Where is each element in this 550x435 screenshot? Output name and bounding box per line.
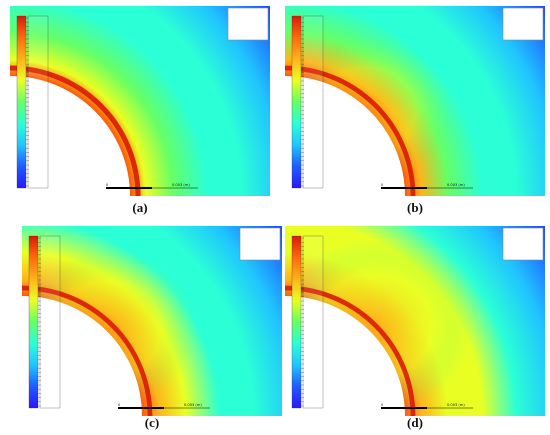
contour-panel-c: 0 0.003 (m)	[22, 226, 282, 416]
panel-caption-c: (c)	[144, 415, 160, 430]
domain-cutout	[22, 296, 142, 416]
legend-colorbar	[16, 15, 27, 189]
scale-bar-origin-label: 0	[381, 403, 384, 407]
contour-panel-d: 0 0.003 (m)	[285, 226, 545, 416]
contour-plot-d: 0 0.003 (m)	[285, 226, 545, 416]
panel-caption-a: (a)	[132, 200, 148, 215]
boundary-band	[285, 285, 416, 416]
domain-cutout	[285, 76, 405, 196]
contour-panel-a: 0 0.003 (m)	[10, 6, 270, 196]
panel-caption-d: (d)	[407, 415, 423, 430]
inset-box	[227, 7, 269, 41]
inset-box	[239, 227, 281, 261]
panel-caption-b: (b)	[407, 200, 423, 215]
contour-plot-b: 0 0.003 (m)	[285, 6, 545, 196]
domain-cutout	[285, 296, 405, 416]
domain-cutout	[10, 76, 130, 196]
scale-bar-length-label: 0.003 (m)	[184, 403, 202, 407]
scale-bar-length-label: 0.003 (m)	[447, 183, 465, 187]
legend-label-column	[27, 15, 49, 189]
inset-box	[502, 7, 544, 41]
legend-colorbar	[291, 15, 302, 189]
legend-colorbar	[291, 235, 302, 409]
contour-plot-a: 0 0.003 (m)	[10, 6, 270, 196]
legend-label-column	[302, 235, 324, 409]
scale-bar-origin-label: 0	[106, 183, 109, 187]
contour-panel-b: 0 0.003 (m)	[285, 6, 545, 196]
legend-label-column	[39, 235, 61, 409]
scale-bar-length-label: 0.003 (m)	[447, 403, 465, 407]
inset-box	[502, 227, 544, 261]
legend-colorbar	[28, 235, 39, 409]
scale-bar-origin-label: 0	[118, 403, 121, 407]
boundary-band	[285, 65, 416, 196]
scale-bar-origin-label: 0	[381, 183, 384, 187]
contour-plot-c: 0 0.003 (m)	[22, 226, 282, 416]
legend-label-column	[302, 15, 324, 189]
scale-bar-length-label: 0.003 (m)	[172, 183, 190, 187]
boundary-band	[22, 285, 153, 416]
boundary-band	[10, 65, 141, 196]
